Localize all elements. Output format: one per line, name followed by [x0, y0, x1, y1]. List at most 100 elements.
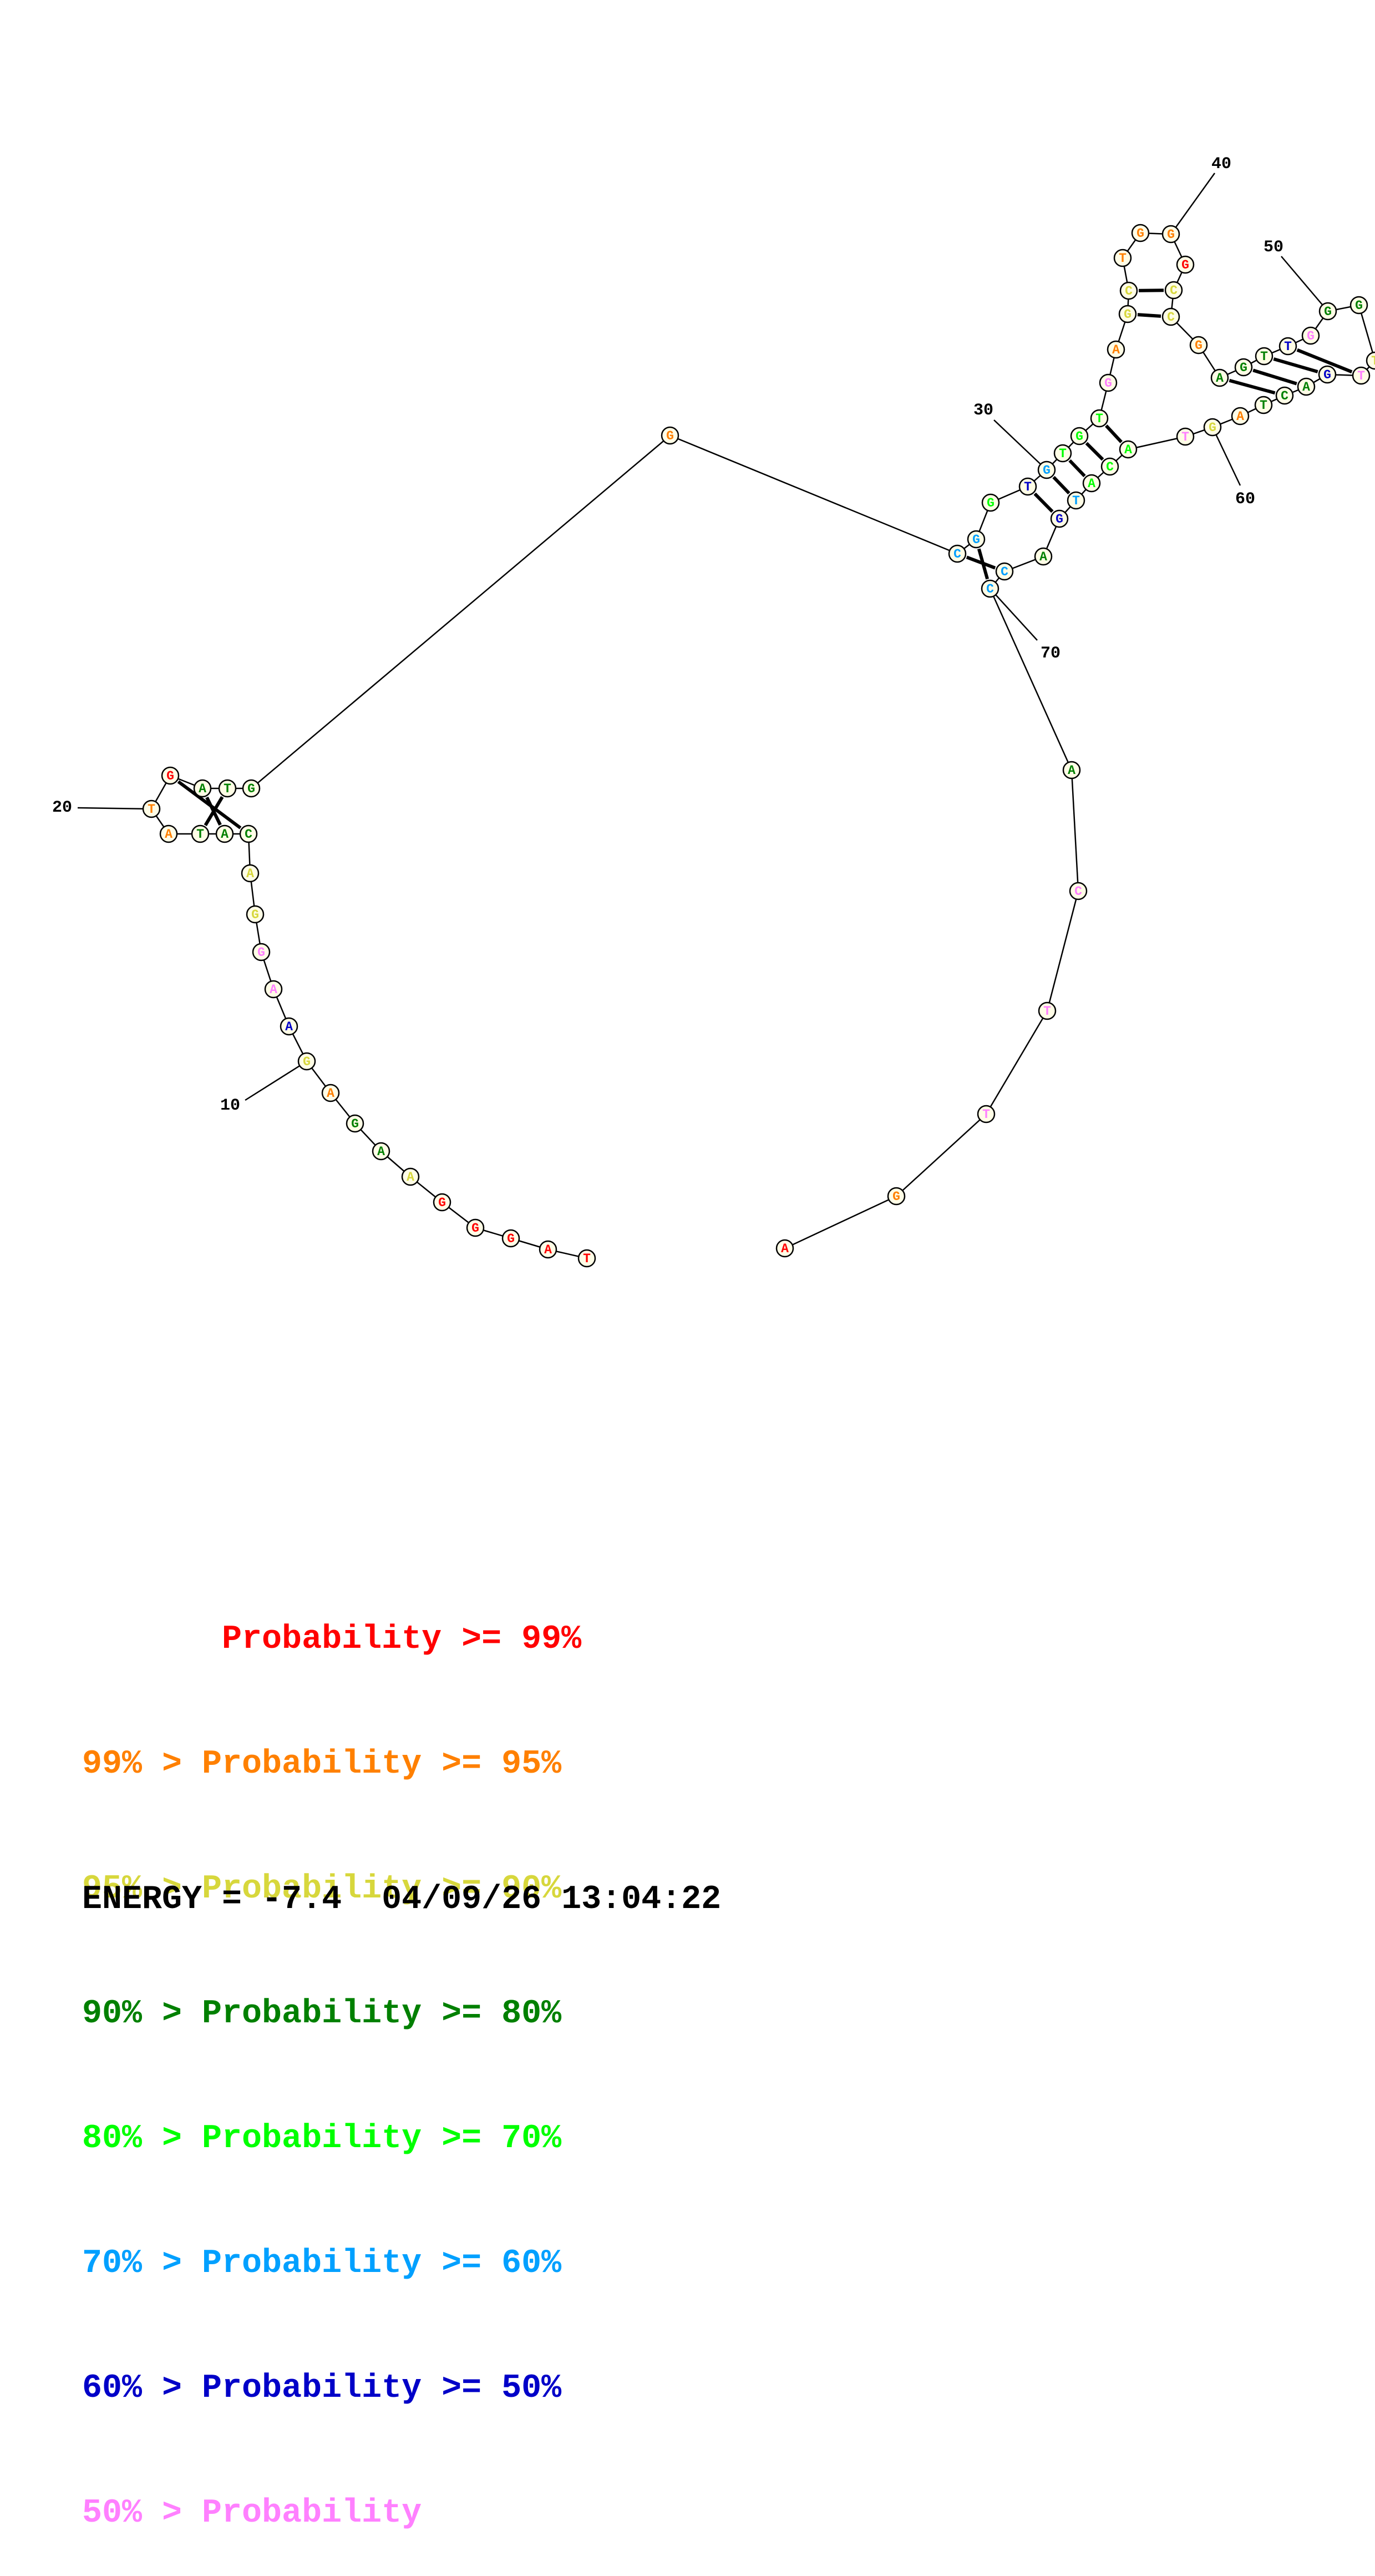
nucleotide: T [1278, 337, 1297, 356]
base-pair-bond [1068, 459, 1086, 478]
nucleotide: G [887, 1187, 906, 1206]
backbone-segment [1046, 890, 1079, 1011]
nucleotide: C [1069, 882, 1088, 900]
backbone-segment [1070, 770, 1079, 892]
svg-text:G: G [1307, 329, 1315, 343]
base-pair-bond [1033, 492, 1054, 513]
svg-text:T: T [1119, 251, 1127, 266]
nucleotide: G [346, 1114, 364, 1133]
svg-text:G: G [1104, 376, 1112, 391]
nucleotide: G [246, 905, 265, 924]
svg-text:T: T [982, 1107, 990, 1122]
svg-text:C: C [1074, 884, 1082, 899]
svg-text:T: T [1072, 494, 1080, 508]
backbone-segment [251, 435, 671, 789]
nucleotide: G [1070, 427, 1089, 446]
nucleotide: G [501, 1229, 520, 1248]
nucleotide: C [1119, 281, 1138, 300]
svg-text:C: C [1001, 565, 1008, 579]
legend-row-60: 70% > Probability >= 60% [82, 2245, 562, 2283]
nucleotide: A [1210, 368, 1229, 387]
position-tick-line [1211, 427, 1241, 486]
nucleotide: G [1301, 326, 1320, 345]
legend-row-99: Probability >= 99% [82, 1621, 582, 1658]
nucleotide: A [1062, 761, 1081, 780]
nucleotide: T [1176, 427, 1195, 446]
base-pair-bond [204, 796, 224, 827]
nucleotide: T [1352, 366, 1371, 385]
base-pair-bond [1296, 348, 1353, 374]
svg-text:G: G [247, 782, 255, 796]
nucleotide: C [1275, 386, 1294, 405]
backbone-segment [985, 1010, 1048, 1115]
svg-text:C: C [1167, 310, 1175, 325]
base-pair-bond [1137, 313, 1161, 318]
nucleotide: A [1034, 547, 1053, 566]
nucleotide: C [995, 562, 1014, 581]
energy-timestamp: ENERGY = -7.4 04/09/26 13:04:22 [82, 1881, 722, 1919]
nucleotide: G [981, 493, 1000, 512]
base-pair-bond [1138, 289, 1164, 292]
nucleotide: G [1099, 373, 1118, 392]
svg-text:T: T [1260, 398, 1267, 413]
nucleotide: A [401, 1167, 420, 1186]
svg-text:G: G [1355, 298, 1363, 313]
nucleotide: T [191, 824, 210, 843]
legend-row-95: 99% > Probability >= 95% [82, 1745, 562, 1783]
nucleotide: G [661, 426, 679, 445]
svg-text:G: G [1324, 305, 1332, 319]
svg-text:G: G [1323, 368, 1331, 382]
svg-text:A: A [407, 1170, 414, 1185]
nucleotide: G [252, 943, 271, 961]
nucleotide: G [466, 1218, 485, 1237]
nucleotide: G [1234, 358, 1253, 377]
nucleotide: T [1090, 409, 1109, 428]
nucleotide: A [775, 1239, 794, 1258]
nucleotide: G [1161, 225, 1180, 244]
nucleotide: G [161, 766, 180, 785]
svg-text:G: G [257, 945, 265, 960]
position-tick-line [990, 588, 1038, 641]
position-tick-line [77, 807, 152, 810]
svg-text:T: T [1043, 1004, 1051, 1019]
svg-text:T: T [224, 782, 231, 796]
nucleotide: T [1255, 347, 1273, 366]
nucleotide: A [241, 864, 260, 883]
position-tick-line [1170, 173, 1216, 235]
nucleotide: T [1113, 249, 1132, 267]
nucleotide: G [1176, 255, 1195, 274]
svg-text:G: G [892, 1190, 900, 1204]
legend-row-below-50: 50% > Probability [82, 2494, 422, 2532]
position-label: 50 [1264, 238, 1283, 257]
nucleotide: G [1050, 509, 1069, 528]
nucleotide: G [1203, 418, 1222, 437]
backbone-segment [989, 588, 1073, 771]
base-pair-bond [1105, 424, 1123, 443]
svg-text:C: C [245, 827, 252, 842]
svg-text:G: G [666, 429, 674, 443]
svg-text:A: A [199, 782, 206, 796]
svg-text:A: A [285, 1020, 293, 1034]
nucleotide: T [1053, 444, 1072, 463]
svg-text:T: T [1059, 447, 1067, 461]
svg-text:G: G [1136, 226, 1144, 241]
svg-text:A: A [327, 1086, 334, 1101]
svg-text:G: G [987, 496, 995, 510]
svg-text:A: A [1124, 443, 1132, 457]
nucleotide: G [433, 1193, 451, 1212]
probability-legend: Probability >= 99% 99% > Probability >= … [82, 1536, 581, 2576]
nucleotide: A [1119, 440, 1138, 459]
base-pair-bond [1052, 475, 1070, 495]
svg-text:A: A [270, 983, 277, 997]
nucleotide: T [1254, 396, 1273, 414]
svg-text:A: A [1068, 763, 1075, 778]
svg-text:T: T [1357, 369, 1365, 383]
svg-text:T: T [196, 827, 204, 842]
nucleotide: G [297, 1052, 316, 1071]
svg-text:A: A [1112, 343, 1120, 357]
nucleotide: C [1161, 307, 1180, 326]
svg-text:G: G [1075, 429, 1083, 444]
svg-text:G: G [1240, 361, 1247, 375]
nucleotide: G [1189, 336, 1208, 355]
